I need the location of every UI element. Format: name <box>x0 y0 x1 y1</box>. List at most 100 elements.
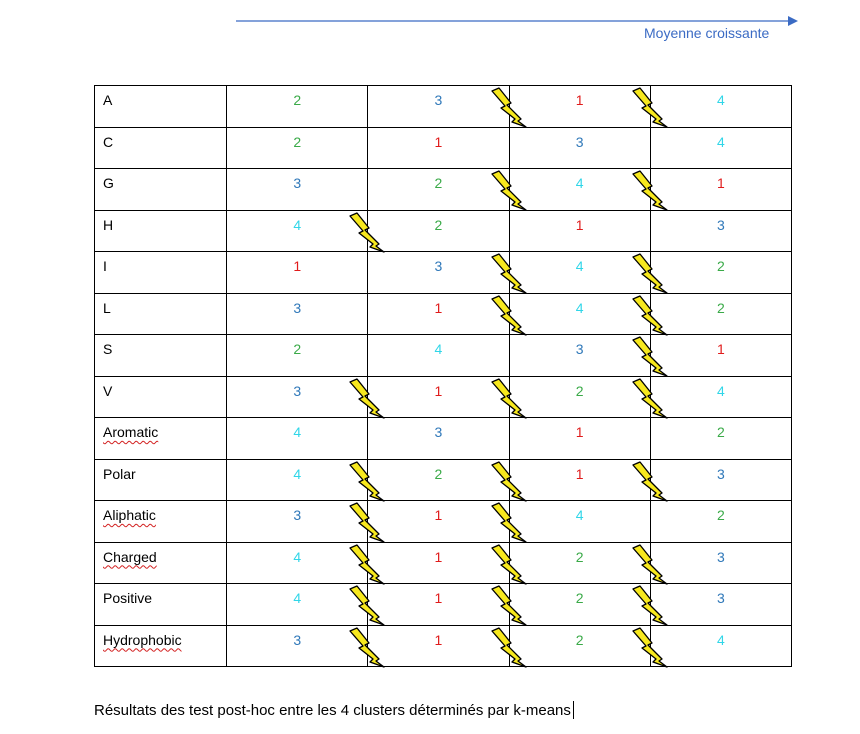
cluster-rank-value: 4 <box>293 590 302 606</box>
cluster-rank-value: 4 <box>293 548 302 565</box>
cluster-rank-value: 3 <box>293 382 302 399</box>
cluster-rank-cell: 2 <box>649 251 793 294</box>
cluster-rank-value: 2 <box>716 258 725 274</box>
row-label-cell: A <box>93 85 228 128</box>
row-label: A <box>103 92 113 108</box>
cluster-rank-cell: 1 <box>508 209 651 252</box>
row-label-cell: Polar <box>93 458 228 501</box>
cluster-rank-cell: 3 <box>226 168 369 211</box>
cluster-rank-cell: 3 <box>226 500 385 543</box>
cluster-rank-value: 3 <box>716 216 725 233</box>
cluster-rank-value: 3 <box>575 341 584 357</box>
cluster-rank-cell: 1 <box>649 168 793 211</box>
cluster-rank-value: 3 <box>293 631 302 648</box>
row-label: I <box>103 258 107 274</box>
cluster-rank-cell: 3 <box>649 209 793 252</box>
row-label-cell: Hydrophobic <box>93 624 228 667</box>
table-row: G 3 2 4 1 <box>93 168 793 211</box>
row-label: Aromatic <box>103 424 159 440</box>
table-row: Aliphatic 3 1 4 2 <box>93 500 793 543</box>
cluster-rank-cell: 4 <box>226 209 385 253</box>
cluster-rank-cell: 1 <box>367 500 527 543</box>
arrow-label: Moyenne croissante <box>644 25 770 41</box>
row-label-cell: Charged <box>93 541 228 584</box>
cluster-rank-cell: 1 <box>367 583 527 626</box>
cluster-rank-cell: 1 <box>367 624 527 668</box>
cluster-rank-value: 2 <box>716 424 725 440</box>
cluster-rank-value: 2 <box>293 341 302 357</box>
cluster-rank-cell: 2 <box>367 209 510 252</box>
cluster-rank-value: 3 <box>575 133 584 150</box>
cluster-rank-value: 4 <box>575 507 584 523</box>
cluster-rank-cell: 2 <box>508 375 668 419</box>
row-label: G <box>103 175 114 191</box>
row-label: Positive <box>103 590 153 606</box>
caption-text: Résultats des test post-hoc entre les 4 … <box>94 702 571 719</box>
cluster-rank-cell: 4 <box>649 126 793 169</box>
cluster-rank-cell: 4 <box>508 251 668 294</box>
row-label: Polar <box>103 465 136 482</box>
cluster-rank-cell: 2 <box>649 500 793 543</box>
cluster-rank-cell: 2 <box>226 334 369 377</box>
cluster-rank-value: 1 <box>575 465 584 482</box>
cluster-rank-value: 4 <box>575 299 584 316</box>
cluster-rank-cell: 4 <box>508 500 651 543</box>
cluster-rank-value: 3 <box>434 92 443 108</box>
row-label: Aliphatic <box>103 507 156 523</box>
cluster-rank-cell: 4 <box>649 85 793 128</box>
cluster-rank-cell: 1 <box>367 292 527 336</box>
row-label: H <box>103 216 114 233</box>
cluster-rank-cell: 3 <box>508 126 651 169</box>
cluster-rank-value: 1 <box>434 548 443 565</box>
cluster-rank-value: 3 <box>716 590 725 606</box>
table-row: A 2 3 1 4 <box>93 85 793 128</box>
table-row: S 2 4 3 1 <box>93 334 793 377</box>
increasing-mean-arrow <box>236 16 798 26</box>
cluster-rank-value: 2 <box>575 548 584 565</box>
row-label: V <box>103 382 113 399</box>
post-hoc-results-table: A 2 3 1 4 C 2 1 3 4 G 3 2 4 1 H 4 2 1 3 I 1 3 4 2 L 3 1 4 2 S 2 4 3 1 V 3 1 2 4… <box>93 85 793 668</box>
cluster-rank-cell: 2 <box>508 624 668 668</box>
table-row: H 4 2 1 3 <box>93 209 793 253</box>
cluster-rank-cell: 2 <box>226 126 369 169</box>
cluster-rank-cell: 4 <box>649 375 793 418</box>
table-row: L 3 1 4 2 <box>93 292 793 336</box>
cluster-rank-cell: 4 <box>226 583 385 626</box>
row-label: Charged <box>103 548 157 565</box>
row-label-cell: S <box>93 334 228 377</box>
cluster-rank-cell: 4 <box>508 292 668 336</box>
row-label-cell: I <box>93 251 228 294</box>
cluster-rank-value: 2 <box>293 92 302 108</box>
cluster-rank-value: 1 <box>434 299 443 316</box>
row-label-cell: C <box>93 126 228 169</box>
cluster-rank-value: 4 <box>716 92 725 108</box>
cluster-rank-value: 2 <box>716 299 725 316</box>
cluster-rank-value: 1 <box>434 631 443 648</box>
cluster-rank-cell: 3 <box>649 541 793 584</box>
cluster-rank-cell: 4 <box>226 541 385 585</box>
table-row: Polar 4 2 1 3 <box>93 458 793 502</box>
row-label: Hydrophobic <box>103 631 182 648</box>
cluster-rank-cell: 2 <box>508 541 668 585</box>
cluster-rank-cell: 3 <box>649 583 793 626</box>
table-caption[interactable]: Résultats des test post-hoc entre les 4 … <box>94 701 574 719</box>
cluster-rank-cell: 2 <box>649 292 793 335</box>
cluster-rank-value: 1 <box>575 92 584 108</box>
row-label-cell: H <box>93 209 228 252</box>
cluster-rank-cell: 4 <box>508 168 668 211</box>
cluster-rank-cell: 2 <box>508 583 668 626</box>
cluster-rank-value: 2 <box>293 133 302 150</box>
cluster-rank-value: 1 <box>575 216 584 233</box>
cluster-rank-value: 4 <box>716 133 725 150</box>
table-row: V 3 1 2 4 <box>93 375 793 419</box>
cluster-rank-cell: 3 <box>226 375 385 419</box>
table-row: Positive 4 1 2 3 <box>93 583 793 626</box>
cluster-rank-cell: 3 <box>367 85 527 128</box>
cluster-rank-value: 3 <box>434 258 443 274</box>
cluster-rank-value: 1 <box>434 133 443 150</box>
cluster-rank-cell: 3 <box>508 334 668 377</box>
table-row: Hydrophobic 3 1 2 4 <box>93 624 793 668</box>
cluster-rank-cell: 3 <box>367 417 510 460</box>
cluster-rank-cell: 4 <box>226 417 369 460</box>
cluster-rank-value: 4 <box>434 341 443 357</box>
